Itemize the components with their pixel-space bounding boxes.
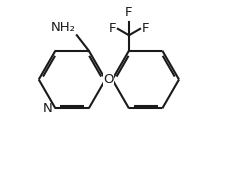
Text: NH₂: NH₂ xyxy=(51,21,76,34)
Text: F: F xyxy=(125,6,132,19)
Text: F: F xyxy=(108,22,116,35)
Text: F: F xyxy=(141,22,149,35)
Text: N: N xyxy=(43,102,53,115)
Text: O: O xyxy=(103,73,114,86)
